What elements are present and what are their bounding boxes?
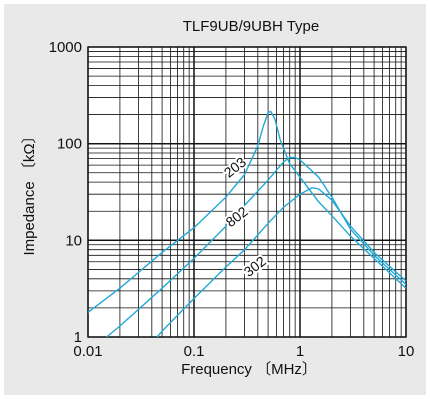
chart-panel: TLF9UB/9UBH Type Frequency 〔MHz〕 Impedan…: [4, 4, 426, 395]
series-line-203: [87, 110, 407, 313]
x-axis-title: Frequency 〔MHz〕: [181, 361, 317, 378]
y-tick-label: 1: [74, 329, 82, 346]
grid: [87, 46, 407, 338]
y-tick-label: 100: [57, 136, 82, 153]
series-line-302: [156, 187, 407, 338]
impedance-chart: TLF9UB/9UBH Type Frequency 〔MHz〕 Impedan…: [21, 18, 415, 378]
x-tick-label: 10: [398, 343, 415, 360]
plot-border: [87, 46, 407, 338]
y-tick-label: 1000: [49, 39, 82, 56]
chart-title: TLF9UB/9UBH Type: [183, 18, 319, 35]
x-tick-label: 0.01: [73, 343, 102, 360]
y-axis-title: Impedance 〔kΩ〕: [21, 128, 38, 255]
x-tick-label: 1: [296, 343, 304, 360]
plot-area: [88, 47, 406, 337]
y-tick-label: 10: [65, 232, 82, 249]
x-tick-label: 0.1: [184, 343, 205, 360]
